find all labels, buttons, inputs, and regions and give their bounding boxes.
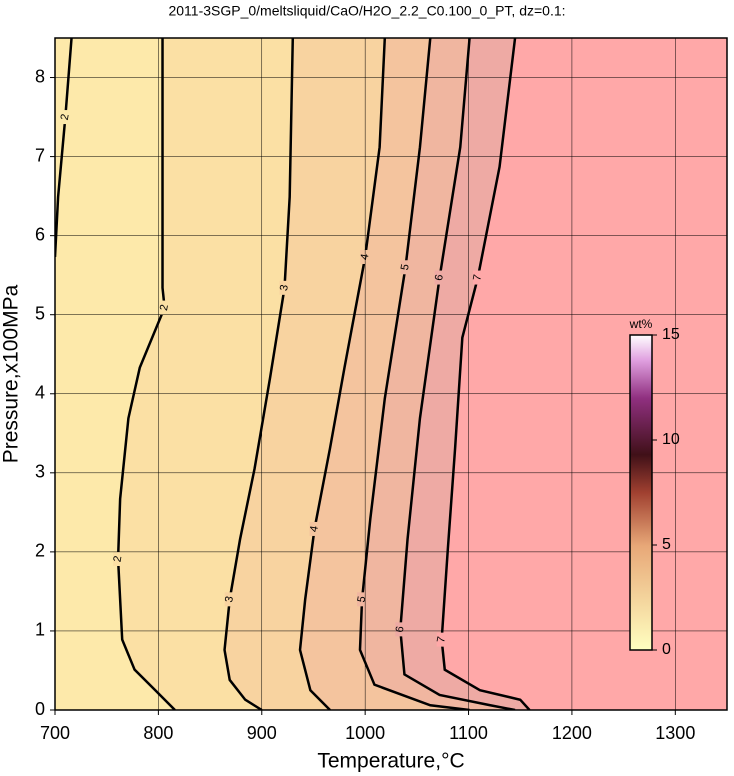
contour-line (399, 38, 516, 710)
y-tick-label: 4 (35, 383, 45, 403)
contour-label: 3 (278, 284, 291, 292)
contour-label-bg (395, 622, 406, 637)
x-tick-label: 1300 (655, 723, 695, 743)
x-tick-label: 1200 (552, 723, 592, 743)
y-tick-label: 5 (35, 303, 45, 323)
contour-label: 6 (433, 273, 446, 281)
contour-label-bg (434, 270, 445, 285)
contour-line (223, 38, 295, 710)
x-tick-label: 900 (247, 723, 277, 743)
colorbar-tick-label: 5 (662, 536, 671, 553)
y-tick-label: 8 (35, 66, 45, 86)
overlay: 700 800 900 1000 1100 1200 1300 0 1 2 3 4 5 6 7 8 wt% 0 5 1… (35, 37, 728, 743)
contour-label-bg (279, 280, 290, 295)
y-tick-label: 2 (35, 541, 45, 561)
y-tick-label: 7 (35, 145, 45, 165)
contour-label: 2 (112, 555, 125, 563)
contour-label: 7 (471, 273, 484, 281)
contour-label-bg (60, 110, 71, 125)
contour-label-bg (224, 592, 235, 607)
contour-label-bg (400, 260, 411, 275)
colorbar-tick-label: 15 (662, 326, 680, 343)
contour-label: 2 (158, 304, 171, 312)
contour-line (358, 38, 470, 710)
contour-label: 5 (399, 263, 412, 271)
contour-label: 7 (435, 636, 448, 644)
x-axis-label: Temperature,°C (317, 750, 464, 773)
contour-label: 2 (59, 113, 72, 121)
contour-label: 5 (356, 595, 369, 603)
contour-label-bg (472, 270, 483, 285)
contour-label-bg (357, 592, 368, 607)
contour-line (298, 38, 387, 710)
contour-label: 6 (394, 625, 407, 633)
x-tick-label: 1100 (449, 723, 488, 743)
colorbar-tick-label: 10 (662, 431, 680, 448)
plot-frame (54, 37, 728, 711)
colorbar (629, 334, 653, 651)
contour-label-bg (113, 551, 124, 566)
contour-label: 4 (308, 525, 321, 533)
x-tick-label: 1000 (345, 723, 385, 743)
y-tick-label: 3 (35, 462, 45, 482)
y-tick-label: 1 (35, 620, 45, 640)
contour-label-bg (159, 300, 170, 315)
contour-label: 3 (223, 595, 236, 603)
chart-title: 2011-3SGP_0/meltsliquid/CaO/H2O_2.2_C0.1… (168, 3, 565, 19)
colorbar-tick-label: 0 (662, 641, 671, 658)
contour-label-bg (436, 632, 447, 647)
contour-line (440, 38, 531, 710)
x-tick-label: 800 (143, 723, 173, 743)
colorbar-label: wt% (629, 317, 653, 331)
contour-label-bg (309, 521, 320, 536)
x-tick-label: 700 (40, 723, 70, 743)
contour-fill (441, 38, 727, 710)
y-axis-label: Pressure,x100MPa (0, 284, 23, 463)
y-tick-label: 0 (35, 699, 45, 719)
y-tick-label: 6 (35, 224, 45, 244)
